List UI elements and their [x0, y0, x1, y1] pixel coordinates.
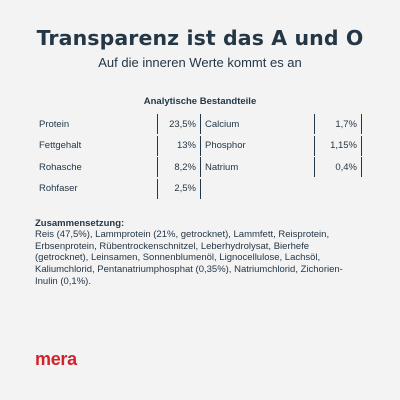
analysis-title: Analytische Bestandteile: [143, 96, 257, 107]
nutrient-name: Rohasche: [39, 161, 82, 173]
nutrient-value: 23,5%: [157, 114, 196, 134]
analysis-cell: Rohasche 8,2%: [35, 157, 201, 177]
composition-title: Zusammensetzung:: [35, 218, 125, 229]
table-row: Protein 23,5% Calcium 1,7%: [35, 114, 362, 134]
page-subtitle: Auf die inneren Werte kommt es an: [98, 55, 302, 70]
nutrient-value: 8,2%: [157, 157, 196, 177]
analysis-cell: Fettgehalt 13%: [35, 135, 201, 156]
nutrient-value: 1,7%: [314, 114, 357, 134]
nutrient-value: 2,5%: [157, 178, 196, 199]
mera-logo: mera: [35, 349, 77, 369]
nutrient-name: Fettgehalt: [39, 140, 82, 151]
nutrient-name: Rohfaser: [39, 183, 78, 194]
table-row: Rohasche 8,2% Natrium 0,4%: [35, 157, 362, 177]
nutrient-name: Natrium: [205, 161, 239, 173]
analysis-cell: Protein 23,5%: [35, 114, 201, 134]
nutrient-value: 13%: [157, 135, 196, 156]
composition-text: Reis (47,5%), Lammprotein (21%, getrockn…: [35, 229, 343, 287]
nutrient-value: 1,15%: [314, 135, 357, 156]
analysis-cell: Rohfaser 2,5%: [35, 178, 201, 199]
page-title: Transparenz ist das A und O: [36, 26, 364, 50]
analysis-cell: Calcium 1,7%: [201, 114, 362, 134]
nutrient-value: 0,4%: [314, 157, 357, 177]
analysis-table: Protein 23,5% Calcium 1,7% Fettgehalt 13…: [35, 114, 362, 200]
nutrient-name: Protein: [39, 118, 70, 130]
analysis-cell: Natrium 0,4%: [201, 157, 362, 177]
analysis-cell-empty: [201, 179, 362, 199]
analysis-cell: Phosphor 1,15%: [201, 135, 362, 156]
nutrient-name: Calcium: [205, 118, 240, 130]
table-row: Rohfaser 2,5%: [35, 178, 362, 199]
table-row: Fettgehalt 13% Phosphor 1,15%: [35, 135, 362, 156]
nutrient-name: Phosphor: [205, 140, 246, 151]
